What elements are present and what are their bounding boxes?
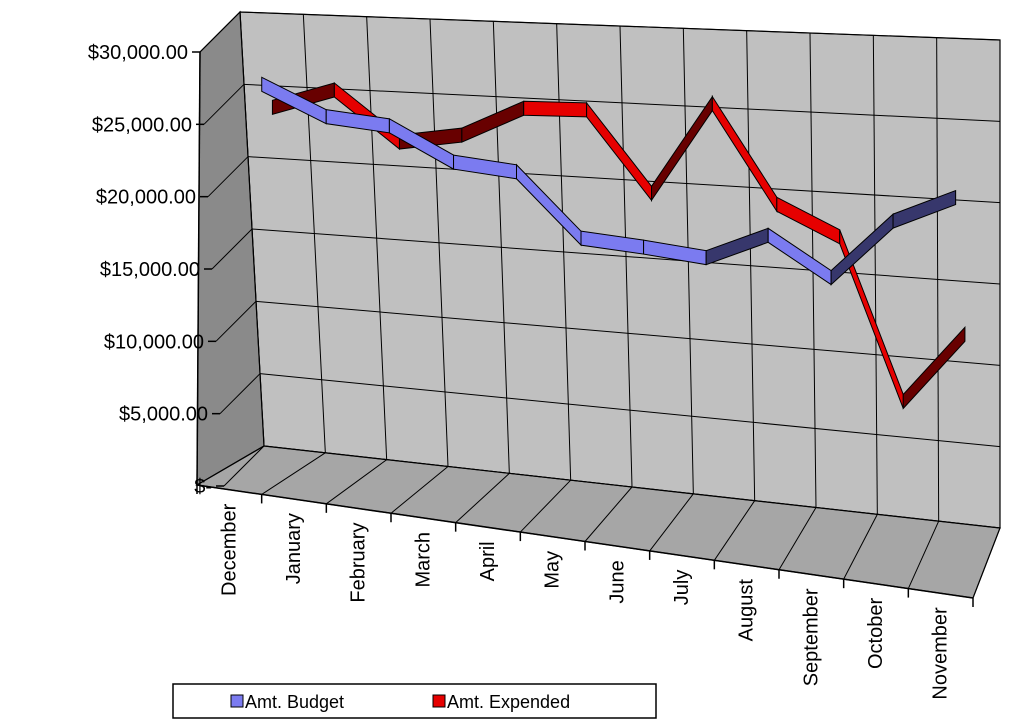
gridline-floor — [713, 500, 756, 561]
gridline-floor — [519, 479, 572, 533]
gridline-v — [556, 23, 572, 481]
legend-label-expended: Amt. Expended — [447, 692, 570, 712]
y-axis-line — [196, 51, 201, 486]
series-segment — [892, 189, 957, 229]
y-tick-label: $10,000.00 — [104, 331, 204, 353]
x-tick-label-january: January — [283, 513, 305, 584]
gridline-floor — [261, 452, 326, 495]
gridline-floor — [649, 493, 694, 552]
y-tick-label: $25,000.00 — [92, 114, 192, 136]
gridline-floor — [907, 520, 940, 589]
gridline-floor — [584, 486, 633, 542]
gridline-side — [199, 11, 241, 53]
gridline-floor — [326, 459, 387, 505]
y-tick-label: $5,000.00 — [119, 404, 208, 426]
gridline-floor — [455, 472, 510, 524]
gridline-v — [746, 30, 756, 501]
gridline-side — [203, 83, 245, 125]
legend-box — [172, 683, 657, 719]
chart-legend: Amt. Budget Amt. Expended — [172, 683, 657, 719]
x-tick-label-april: April — [477, 541, 499, 581]
x-tick-label-may: May — [542, 551, 564, 589]
legend-label-budget: Amt. Budget — [245, 692, 344, 712]
series-segment — [902, 325, 966, 410]
y-tick-label: $30,000.00 — [88, 42, 188, 64]
series-amt-budget — [261, 76, 957, 286]
gridline-floor — [196, 445, 265, 486]
gridline-side — [215, 300, 257, 342]
gridline-side — [219, 373, 261, 415]
y-tick-label: $- — [194, 476, 212, 498]
series-segment — [523, 100, 588, 118]
chart-gridlines — [196, 11, 1001, 599]
x-tick-label-february: February — [348, 523, 370, 603]
gridline-v — [872, 35, 878, 515]
gridline-v — [239, 11, 265, 447]
x-tick-label-august: August — [736, 579, 758, 642]
gridline-v — [302, 14, 326, 453]
legend-swatch-expended — [432, 694, 446, 708]
chart-axes — [192, 51, 974, 607]
gridline-v — [619, 25, 633, 488]
gridline-v — [492, 21, 510, 474]
gridline-side — [207, 156, 249, 198]
x-tick-label-july: July — [671, 570, 693, 606]
x-tick-label-december: December — [218, 503, 240, 596]
gridline-floor — [843, 514, 878, 580]
gridline-floor — [972, 527, 1001, 599]
x-tick-label-september: September — [800, 588, 822, 686]
gridline-floor — [390, 466, 449, 514]
y-tick-label: $20,000.00 — [96, 187, 196, 209]
x-tick-label-march: March — [412, 532, 434, 588]
x-tick-label-june: June — [606, 560, 628, 603]
gridline-side — [223, 445, 265, 487]
y-axis-labels: $- $5,000.00 $10,000.00 $15,000.00 $20,000.0… — [88, 42, 212, 498]
gridline-v — [936, 37, 940, 522]
x-axis-labels: December January February March April May June… — [218, 503, 951, 699]
y-tick-label: $15,000.00 — [100, 259, 200, 281]
x-tick-label-november: November — [930, 607, 952, 700]
legend-swatch-budget — [230, 694, 244, 708]
x-tick-label-october: October — [865, 598, 887, 669]
chart-series — [261, 76, 966, 410]
gridline-floor — [778, 507, 817, 571]
gridline-side — [211, 228, 253, 270]
x-axis-line — [196, 484, 974, 599]
gridline-v — [366, 16, 388, 460]
gridline-v — [429, 18, 449, 467]
